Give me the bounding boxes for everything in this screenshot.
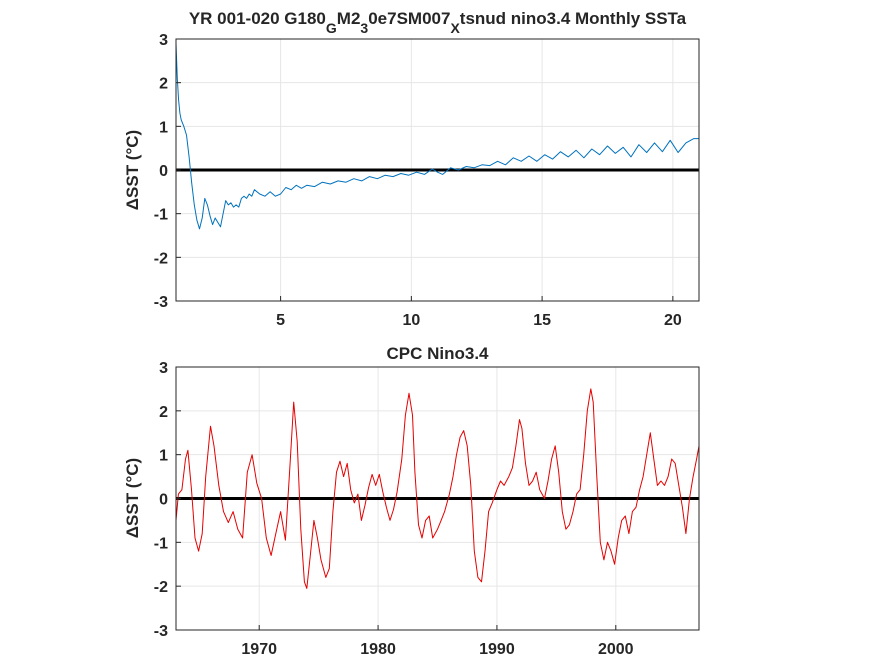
x-tick-label: 20 [664,312,682,329]
y-tick-label: 1 [159,119,168,136]
y-tick-label: 0 [159,163,168,180]
title-part-d: tsnud nino3.4 Monthly SSTa [460,9,687,28]
y-tick-label: 0 [159,492,168,509]
series-line-0 [175,43,699,230]
y-tick-label: -3 [154,294,168,311]
title-subscript-3: 3 [360,20,368,36]
title-part-b: M2 [337,9,361,28]
bottom-y-ticks: 3 2 1 0 -1 -2 -3 [154,360,181,640]
title-part-a: YR 001-020 G180 [189,9,326,28]
y-tick-label: 3 [159,360,168,377]
bottom-y-axis-label: ΔSST (°C) [123,458,142,538]
y-tick-label: 2 [159,76,168,93]
y-tick-label: 1 [159,448,168,465]
title-part-c: 0e7SM007 [368,9,450,28]
x-tick-label: 5 [276,312,285,329]
bottom-x-ticks: 1970 1980 1990 2000 [241,625,634,656]
top-x-ticks: 5 10 15 20 [276,296,682,329]
top-chart-title: YR 001-020 G180GM230e7SM007Xtsnud nino3.… [189,9,687,36]
series-line-0 [175,388,700,589]
top-y-ticks: 3 2 1 0 -1 -2 -3 [154,32,181,311]
y-tick-label: -1 [154,207,168,224]
title-subscript-x: X [450,20,460,36]
y-tick-label: -2 [154,579,168,596]
x-tick-label: 10 [402,312,420,329]
y-tick-label: -3 [154,623,168,640]
y-tick-label: 2 [159,404,168,421]
title-subscript-g: G [326,20,337,36]
bottom-chart-title: CPC Nino3.4 [386,344,489,363]
x-tick-label: 1970 [241,641,277,656]
bottom-series [175,388,700,589]
x-tick-label: 1990 [479,641,515,656]
y-tick-label: -2 [154,250,168,267]
x-tick-label: 1980 [360,641,396,656]
y-tick-label: -1 [154,535,168,552]
x-tick-label: 15 [533,312,551,329]
top-series [175,43,699,230]
top-y-axis-label: ΔSST (°C) [123,130,142,210]
x-tick-label: 2000 [598,641,634,656]
y-tick-label: 3 [159,32,168,49]
